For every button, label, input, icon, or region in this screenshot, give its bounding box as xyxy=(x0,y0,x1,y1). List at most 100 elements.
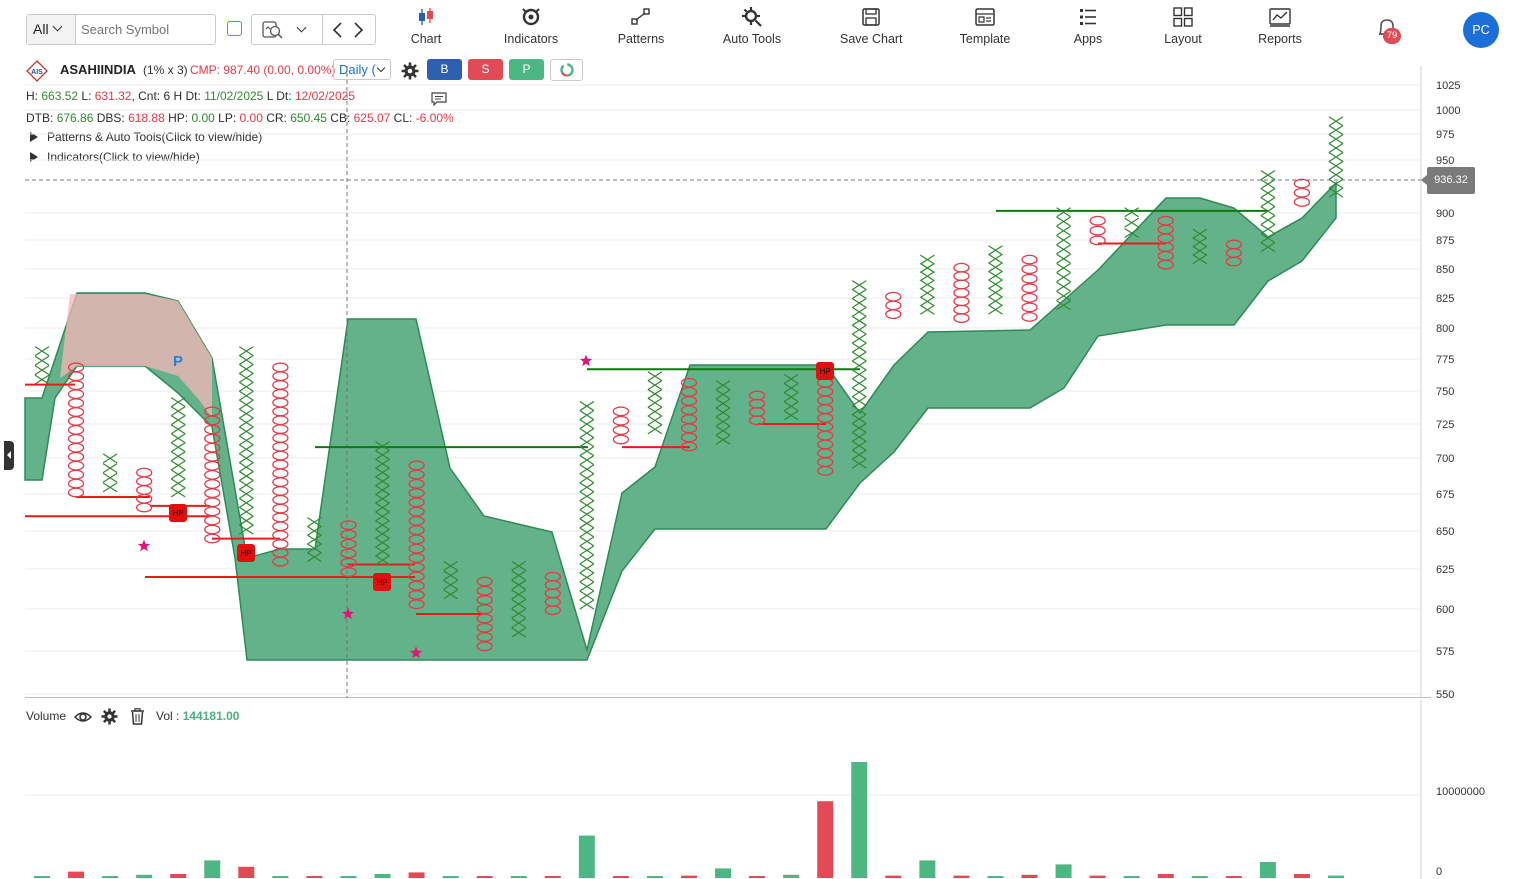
volume-bar xyxy=(272,876,289,878)
x-mark xyxy=(647,424,663,435)
chevron-left-icon[interactable] xyxy=(332,22,344,38)
layout-icon xyxy=(1173,7,1193,27)
lp-key: LP: xyxy=(214,111,237,125)
volume-bar xyxy=(544,876,561,878)
chart-button[interactable]: Chart xyxy=(406,6,446,46)
trash-icon[interactable] xyxy=(130,708,145,725)
gear-icon[interactable] xyxy=(401,62,419,80)
dt-key: Dt: xyxy=(182,89,201,103)
info-line-1: H: 663.52 L: 631.32, Cnt: 6 H Dt: 11/02/… xyxy=(26,89,355,103)
x-mark xyxy=(988,296,1003,307)
sell-button[interactable]: S xyxy=(468,59,503,80)
x-mark xyxy=(375,546,390,557)
star-marker xyxy=(137,539,151,552)
x-mark xyxy=(34,346,50,357)
x-mark xyxy=(579,491,595,502)
comment-icon[interactable] xyxy=(431,92,447,106)
o-mark xyxy=(612,415,630,426)
x-mark xyxy=(579,536,595,547)
chevron-right-icon[interactable] xyxy=(352,22,364,38)
o-mark xyxy=(204,524,221,535)
reports-button[interactable]: Reports xyxy=(1256,6,1304,46)
x-mark xyxy=(238,390,254,401)
last-price-tag: 936.32 xyxy=(1421,167,1475,194)
save-chart-button[interactable]: Save Chart xyxy=(840,6,903,46)
x-mark xyxy=(715,398,731,409)
x-mark xyxy=(579,401,595,412)
sidebar-toggle-handle[interactable] xyxy=(4,441,14,470)
x-mark xyxy=(579,590,595,601)
gear-icon[interactable] xyxy=(101,708,118,725)
o-mark xyxy=(67,478,85,489)
search-input[interactable] xyxy=(81,15,211,44)
x-mark xyxy=(238,435,254,446)
volume-chart[interactable]: 10000000 0 xyxy=(0,700,1514,879)
volume-bar xyxy=(306,876,323,878)
volume-bar xyxy=(646,876,663,878)
o-mark xyxy=(340,520,357,531)
x-mark xyxy=(1328,151,1344,162)
cr-value: 650.45 xyxy=(290,111,327,125)
x-mark xyxy=(579,509,595,520)
volume-bar xyxy=(953,875,970,878)
volume-bar xyxy=(408,872,425,878)
o-mark xyxy=(272,512,289,523)
o-mark xyxy=(272,556,289,567)
o-mark xyxy=(408,515,425,526)
x-mark xyxy=(34,374,50,385)
volume-bar xyxy=(68,871,85,878)
x-mark xyxy=(1124,207,1140,218)
x-mark xyxy=(443,589,458,600)
patterns-icon xyxy=(631,8,650,25)
x-mark xyxy=(579,482,595,493)
o-mark xyxy=(340,557,357,568)
x-mark xyxy=(375,485,390,496)
x-mark xyxy=(851,405,867,416)
indicators-button[interactable]: Indicators xyxy=(503,6,559,46)
o-mark xyxy=(408,488,425,499)
layout-button[interactable]: Layout xyxy=(1161,6,1205,46)
o-mark xyxy=(204,506,221,517)
o-mark xyxy=(1021,311,1038,322)
company-logo-icon: AIS xyxy=(26,60,48,82)
x-mark xyxy=(102,482,118,493)
exchange-select[interactable]: All xyxy=(27,15,76,44)
auto-tools-button[interactable]: Auto Tools xyxy=(722,6,782,46)
o-mark xyxy=(612,434,630,445)
y-tick-label: 550 xyxy=(1436,689,1454,698)
buy-button[interactable]: B xyxy=(427,59,462,80)
o-mark xyxy=(612,406,630,417)
x-mark xyxy=(851,297,867,308)
x-mark xyxy=(511,598,527,609)
patterns-button[interactable]: Patterns xyxy=(616,6,666,46)
pnf-chart[interactable]: 1025 1000 975 950 900 875 850 825 800 775 750 725 70… xyxy=(0,58,1514,698)
apps-button[interactable]: Apps xyxy=(1070,6,1106,46)
template-icon xyxy=(975,8,995,26)
x-mark xyxy=(851,360,867,371)
volume-bar xyxy=(340,876,357,878)
eye-icon[interactable] xyxy=(74,709,92,725)
ring-icon xyxy=(560,63,574,77)
o-mark xyxy=(272,539,289,549)
checkbox[interactable] xyxy=(227,21,242,36)
interval-select[interactable]: Daily ( xyxy=(333,59,391,80)
o-mark xyxy=(408,599,425,610)
y-tick-label: 650 xyxy=(1436,526,1454,538)
h-value: 663.52 xyxy=(41,89,79,103)
template-button[interactable]: Template xyxy=(958,6,1012,46)
x-mark xyxy=(238,444,254,455)
avatar[interactable]: PC xyxy=(1463,12,1499,48)
x-mark xyxy=(102,453,118,464)
p-button[interactable]: P xyxy=(509,59,544,80)
y-tick-label: 1025 xyxy=(1436,80,1460,92)
drawing-tools-dropdown[interactable] xyxy=(251,14,376,45)
x-mark xyxy=(783,410,799,421)
y-tick-label: 725 xyxy=(1436,419,1454,431)
x-mark xyxy=(851,396,867,407)
info-line-2: DTB: 676.86 DBS: 618.88 HP: 0.00 LP: 0.0… xyxy=(26,111,454,125)
vol-tick-label: 0 xyxy=(1436,866,1442,878)
ring-button[interactable] xyxy=(550,59,583,81)
ldt-value: 12/02/2025 xyxy=(294,89,355,103)
x-mark xyxy=(1056,216,1071,227)
x-mark xyxy=(579,437,595,448)
